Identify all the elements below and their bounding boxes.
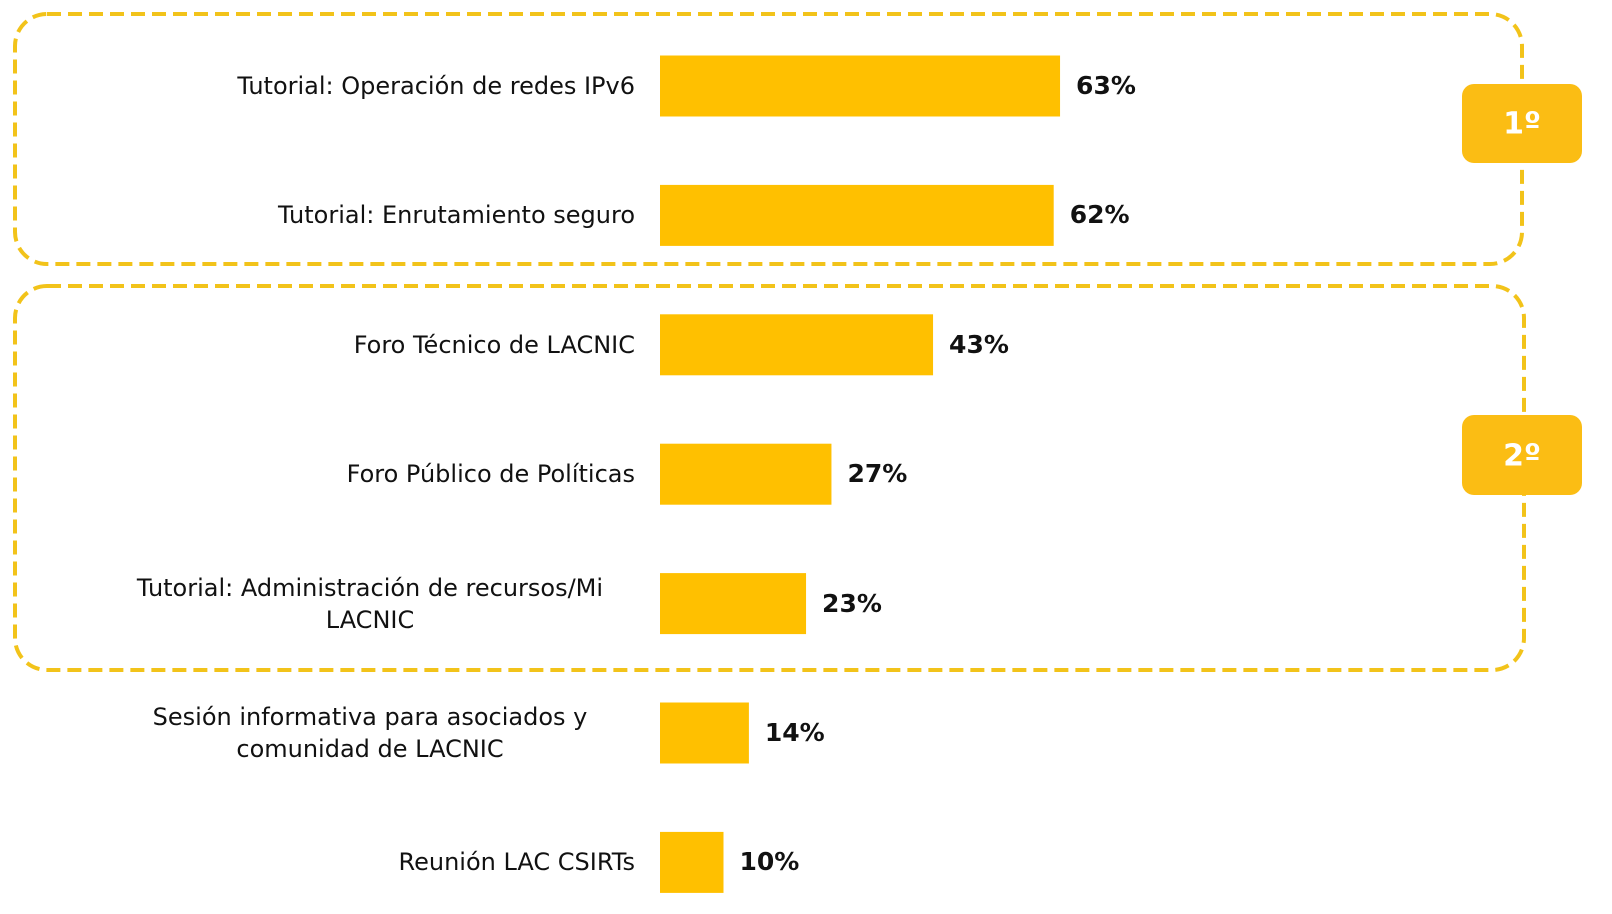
bar	[660, 443, 832, 505]
category: Tutorial: Administración de recursos/Mi …	[95, 564, 635, 644]
bar	[660, 831, 724, 893]
value-label: 62%	[1069, 200, 1130, 230]
value-label: 23%	[822, 588, 882, 618]
category: Sesión informativa para asociados y comu…	[95, 693, 635, 773]
category-label: Foro Técnico de LACNIC	[353, 330, 635, 359]
badge-label: 2º	[1503, 439, 1541, 474]
bar	[660, 55, 1061, 117]
category: Foro Técnico de LACNIC	[95, 305, 635, 385]
badge	[1462, 415, 1582, 495]
value-label: 43%	[949, 329, 1009, 359]
value-label: 63%	[1076, 71, 1136, 100]
category-label: Sesión informativa para asociados y comu…	[152, 703, 588, 763]
category: Reunión LAC CSIRTs	[95, 822, 635, 902]
group-box	[13, 284, 1526, 672]
badge	[1462, 84, 1582, 163]
value-label: 14%	[764, 718, 825, 747]
category-label: Tutorial: Enrutamiento seguro	[278, 201, 635, 230]
badge-label: 1º	[1503, 107, 1541, 142]
bar	[660, 573, 807, 635]
category: Foro Público de Políticas	[95, 434, 635, 514]
bar	[660, 314, 934, 376]
category: Tutorial: Operación de redes IPv6	[95, 46, 635, 126]
category-label: Foro Público de Políticas	[346, 460, 635, 489]
category: Tutorial: Enrutamiento seguro	[95, 175, 635, 255]
value-label: 10%	[739, 847, 800, 877]
category-label: Reunión LAC CSIRTs	[398, 848, 635, 877]
category-label: Tutorial: Administración de recursos/Mi …	[136, 573, 604, 634]
category-label: Tutorial: Operación de redes IPv6	[237, 72, 635, 100]
bar	[660, 184, 1054, 246]
bar	[660, 702, 749, 764]
value-label: 27%	[847, 459, 908, 489]
